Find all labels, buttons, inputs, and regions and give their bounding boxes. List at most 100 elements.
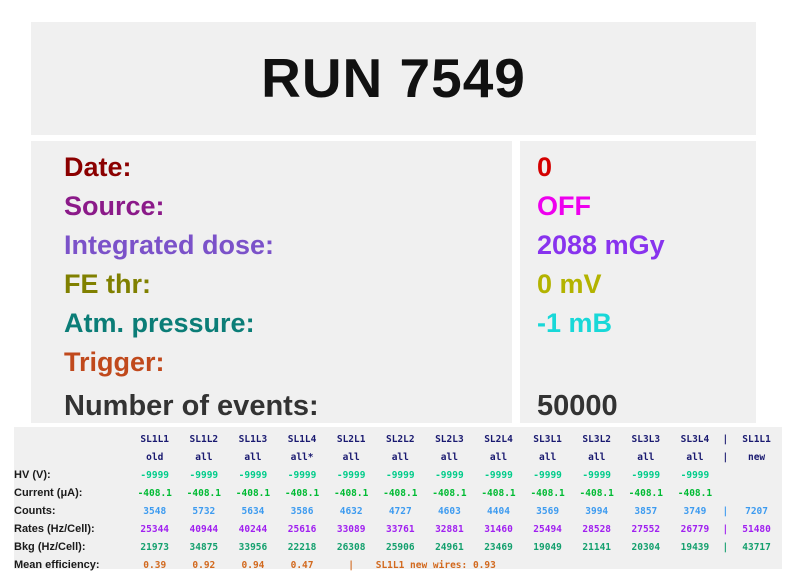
info-label-fe-thr: FE thr:: [31, 265, 512, 304]
efficiency-separator: |: [348, 559, 355, 571]
table-subheader-row: old all all all* all all all all all all all all | ne…: [14, 448, 782, 466]
page-title: RUN 7549: [261, 47, 526, 109]
row-separator-4: |: [722, 541, 729, 553]
cell-3-11: 26779: [680, 523, 710, 535]
efficiency-cell-3: 0.47: [290, 559, 314, 571]
column-separator: |: [722, 433, 729, 445]
column-header-sl2l4-7: SL2L4: [484, 433, 513, 445]
info-value-fe-thr: 0 mV: [520, 265, 756, 304]
column-subheader-6: all: [440, 451, 458, 463]
cell-2-5: 4727: [388, 505, 412, 517]
superlayer-data-table: SL1L1 SL1L2 SL1L3 SL1L4 SL2L1 SL2L2 SL2L3 SL2L4…: [14, 427, 782, 571]
table-row: Rates (Hz/Cell): 25344 40944 40244 25616 3308…: [14, 520, 782, 538]
cell-0-3: -9999: [287, 469, 317, 481]
info-label-atm-pressure: Atm. pressure:: [31, 304, 512, 343]
cell-2-0: 3548: [143, 505, 167, 517]
cell-0-7: -9999: [484, 469, 513, 481]
info-value-atm-pressure-text: -1 mB: [537, 308, 613, 338]
efficiency-cell-0: 0.39: [143, 559, 167, 571]
info-value-integrated-dose: 2088 mGy: [520, 226, 756, 265]
cell-0-8: -9999: [533, 469, 562, 481]
column-header-new-sl1l1: SL1L1: [742, 433, 771, 445]
cell-2-1: 5732: [192, 505, 216, 517]
cell-1-8: -408.1: [530, 487, 565, 499]
info-label-date-text: Date:: [64, 152, 132, 182]
column-subheader-2: all: [244, 451, 262, 463]
cell-new-2: 7207: [745, 505, 768, 517]
column-subheader-0: old: [146, 451, 164, 463]
table-row: Current (μA): -408.1 -408.1 -408.1 -408.1 -40…: [14, 484, 782, 502]
cell-3-6: 32881: [435, 523, 464, 535]
cell-new-1: [731, 484, 782, 502]
table-row: Counts: 3548 5732 5634 3586 4632 4727 4603 4404 3…: [14, 502, 782, 520]
row-label-2: Counts:: [14, 505, 56, 517]
column-separator-sub: |: [722, 451, 729, 463]
cell-2-10: 3857: [634, 505, 658, 517]
cell-4-9: 21141: [582, 541, 612, 553]
info-label-date: Date:: [31, 148, 512, 187]
info-label-panel: Date: Source: Integrated dose: FE thr: A…: [31, 141, 512, 423]
info-label-integrated-dose: Integrated dose:: [31, 226, 512, 265]
cell-4-5: 25906: [385, 541, 415, 553]
cell-3-10: 27552: [631, 523, 661, 535]
info-label-number-of-events-text: Number of events:: [64, 390, 319, 422]
column-subheader-9: all: [588, 451, 606, 463]
column-subheader-8: all: [539, 451, 557, 463]
info-value-panel: 0 OFF 2088 mGy 0 mV -1 mB 50000: [520, 141, 756, 423]
cell-2-8: 3569: [536, 505, 560, 517]
cell-4-0: 21973: [140, 541, 170, 553]
info-value-trigger: [520, 343, 756, 382]
cell-0-9: -9999: [582, 469, 612, 481]
column-header-sl1l2-1: SL1L2: [189, 433, 219, 445]
cell-4-4: 26308: [336, 541, 366, 553]
column-subheader-11: all: [686, 451, 704, 463]
info-label-source-text: Source:: [64, 191, 165, 221]
column-header-sl2l1-4: SL2L1: [336, 433, 366, 445]
cell-2-7: 4404: [487, 505, 510, 517]
cell-3-7: 31460: [484, 523, 513, 535]
cell-3-5: 33761: [385, 523, 415, 535]
table-grid: SL1L1 SL1L2 SL1L3 SL1L4 SL2L1 SL2L2 SL2L3 SL2L4…: [14, 430, 782, 574]
cell-4-6: 24961: [435, 541, 464, 553]
cell-4-8: 19049: [533, 541, 562, 553]
cell-3-3: 25616: [287, 523, 317, 535]
info-label-atm-pressure-text: Atm. pressure:: [64, 308, 255, 338]
info-label-source: Source:: [31, 187, 512, 226]
column-header-sl3l4-11: SL3L4: [680, 433, 710, 445]
cell-0-11: -9999: [680, 469, 710, 481]
row-separator-3: |: [722, 523, 729, 535]
info-value-number-of-events-text: 50000: [537, 390, 618, 422]
row-label-mean-efficiency: Mean efficiency:: [14, 559, 100, 571]
column-subheader-4: all: [342, 451, 360, 463]
table-row: HV (V): -9999 -9999 -9999 -9999 -9999 -9999 -99…: [14, 466, 782, 484]
info-value-source-text: OFF: [537, 191, 591, 221]
cell-3-0: 25344: [140, 523, 170, 535]
cell-0-5: -9999: [385, 469, 415, 481]
column-subheader-5: all: [391, 451, 409, 463]
column-header-sl3l1-8: SL3L1: [533, 433, 562, 445]
table-row: Bkg (Hz/Cell): 21973 34875 33956 22218 26308 2…: [14, 538, 782, 556]
table-subheader-corner: [14, 448, 130, 466]
column-subheader-new: new: [747, 451, 766, 463]
row-label-3: Rates (Hz/Cell):: [14, 523, 95, 535]
info-value-fe-thr-text: 0 mV: [537, 269, 602, 299]
info-label-integrated-dose-text: Integrated dose:: [64, 230, 275, 260]
cell-4-2: 33956: [238, 541, 268, 553]
cell-2-2: 5634: [241, 505, 265, 517]
cell-2-3: 3586: [290, 505, 314, 517]
cell-1-9: -408.1: [579, 487, 614, 499]
cell-2-6: 4603: [437, 505, 461, 517]
efficiency-cell-1: 0.92: [192, 559, 216, 571]
cell-3-4: 33089: [336, 523, 366, 535]
row-label-4: Bkg (Hz/Cell):: [14, 541, 86, 553]
cell-1-3: -408.1: [284, 487, 320, 499]
column-header-sl1l3-2: SL1L3: [238, 433, 268, 445]
cell-1-4: -408.1: [334, 487, 369, 499]
cell-4-1: 34875: [189, 541, 219, 553]
cell-4-7: 23469: [484, 541, 513, 553]
column-subheader-1: all: [195, 451, 213, 463]
cell-1-10: -408.1: [628, 487, 663, 499]
cell-1-11: -408.1: [677, 487, 713, 499]
cell-new-3: 51480: [742, 523, 771, 535]
